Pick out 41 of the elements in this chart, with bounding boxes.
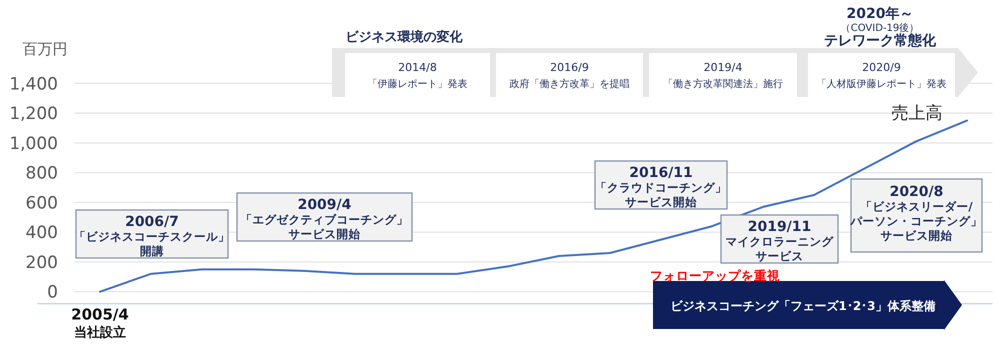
text: （COVID-19後） — [840, 22, 920, 34]
annotation: 「人材版伊藤レポート」発表 — [816, 78, 946, 90]
text: テレワーク常態化 — [824, 32, 937, 49]
y-tick-label: 1,200 — [9, 104, 58, 124]
annotation: 2006/7 — [125, 214, 179, 230]
annotation: 「働き方改革関連法」施行 — [663, 78, 783, 90]
y-tick-label: 1,400 — [9, 74, 58, 94]
y-tick-label: 0 — [47, 282, 58, 303]
annotation: 2020/8 — [890, 184, 944, 200]
annotation: 「ビジネスリーダー/ — [860, 200, 974, 214]
annotation: フォローアップを重視 — [650, 268, 780, 283]
y-tick-label: 200 — [26, 252, 58, 273]
text: 2020年～ — [846, 6, 914, 22]
annotation: 開講 — [140, 244, 164, 258]
annotation: 「クラウドコーチング」 — [595, 180, 727, 194]
annotation: 政府「働き方改革」を提唱 — [510, 78, 630, 90]
text: 2014/8 — [398, 61, 437, 74]
annotation: サービス開始 — [880, 228, 954, 242]
y-tick-label: 400 — [26, 223, 58, 244]
annotation: 「ビジネスコーチスクール」 — [74, 230, 230, 244]
annotation: マイクロラーニング — [726, 234, 834, 248]
annotation: 「伊藤レポート」発表 — [368, 78, 468, 90]
y-tick-label: 600 — [26, 193, 58, 214]
series-label: 売上高 — [892, 104, 942, 124]
annotation: サービス開始 — [288, 227, 362, 241]
annotation: 「エグゼクティブコーチング」 — [240, 212, 408, 226]
annotation: パーソン・コーチング」 — [850, 214, 982, 228]
annotation: 2019/11 — [748, 219, 812, 235]
text: ビジネス環境の変化 — [346, 29, 464, 45]
x-tick-label: 2005/4 当社設立 — [71, 306, 129, 340]
y-tick-label: 1,000 — [9, 134, 58, 154]
text: 2016/9 — [550, 61, 589, 74]
annotation: ビジネスコーチング「フェーズ1･2･3」体系整備 — [670, 299, 936, 313]
y-axis-title: 百万円 — [22, 40, 68, 58]
annotation: 2009/4 — [298, 197, 352, 213]
annotation: 2016/11 — [629, 165, 693, 181]
annotation: サービス — [756, 249, 804, 263]
text: 2019/4 — [704, 61, 742, 74]
annotation: サービス開始 — [625, 195, 698, 209]
text: 2020/9 — [862, 61, 901, 74]
y-tick-label: 800 — [26, 164, 58, 184]
